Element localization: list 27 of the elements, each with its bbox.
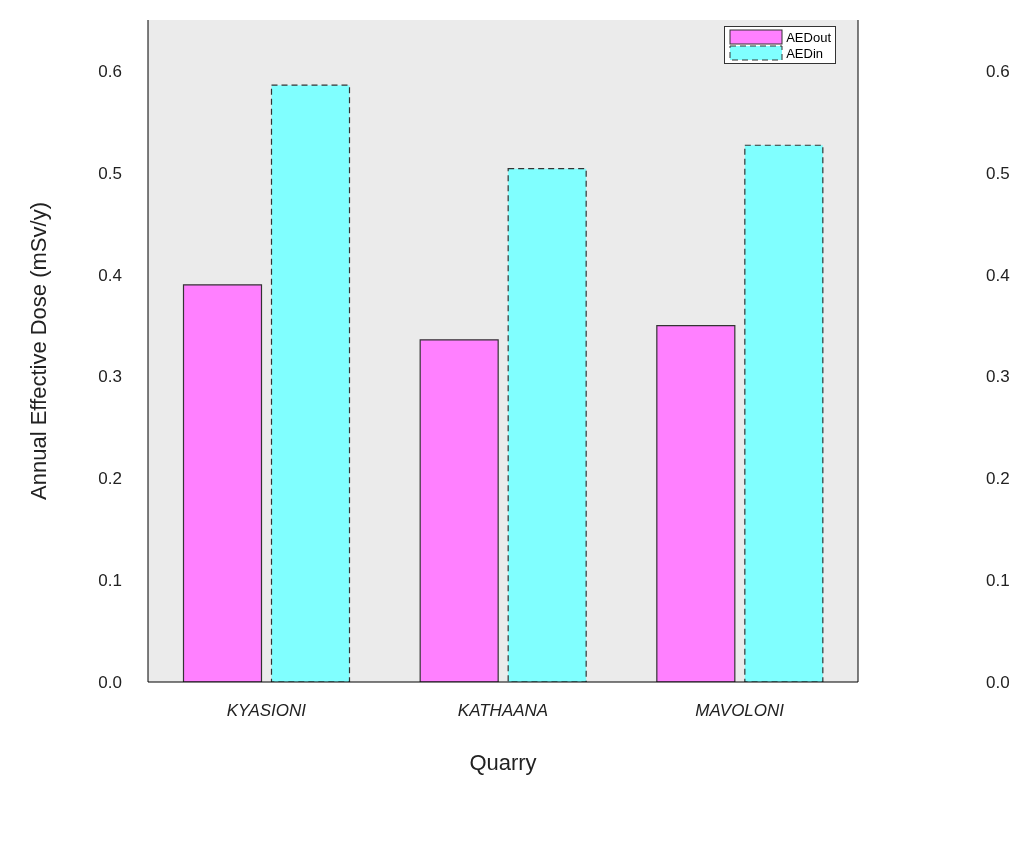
y-tick-label: 0.5 bbox=[98, 163, 122, 183]
x-tick-label: KYASIONI bbox=[226, 701, 307, 721]
y-tick-label: 0.6 bbox=[98, 61, 122, 81]
bar bbox=[270, 84, 351, 682]
y-tick-label: 0.4 bbox=[98, 265, 122, 285]
y2-tick-label: 0.0 bbox=[986, 673, 1010, 693]
y2-tick-label: 0.3 bbox=[986, 367, 1010, 387]
y-tick-label: 0.1 bbox=[98, 571, 122, 591]
y2-tick-label: 0.6 bbox=[986, 61, 1010, 81]
bar bbox=[656, 324, 736, 682]
bar bbox=[507, 168, 587, 682]
bar bbox=[419, 339, 499, 682]
y-axis-title: Annual Effective Dose (mSv/y) bbox=[25, 202, 51, 500]
bar bbox=[182, 284, 263, 682]
x-axis-title: Quarry bbox=[469, 750, 537, 775]
y2-tick-label: 0.2 bbox=[986, 469, 1010, 489]
legend-label: AEDout bbox=[786, 29, 831, 45]
y2-tick-label: 0.5 bbox=[986, 163, 1010, 183]
y2-tick-label: 0.1 bbox=[986, 571, 1010, 591]
bar bbox=[744, 144, 824, 682]
y-tick-label: 0.2 bbox=[98, 469, 122, 489]
y-tick-label: 0.3 bbox=[98, 367, 122, 387]
x-tick-label: MAVOLONI bbox=[695, 701, 785, 721]
y-tick-label: 0.0 bbox=[98, 673, 122, 693]
x-tick-label: KATHAANA bbox=[457, 701, 549, 721]
legend-label: AEDin bbox=[786, 45, 824, 61]
y2-tick-label: 0.4 bbox=[986, 265, 1010, 285]
